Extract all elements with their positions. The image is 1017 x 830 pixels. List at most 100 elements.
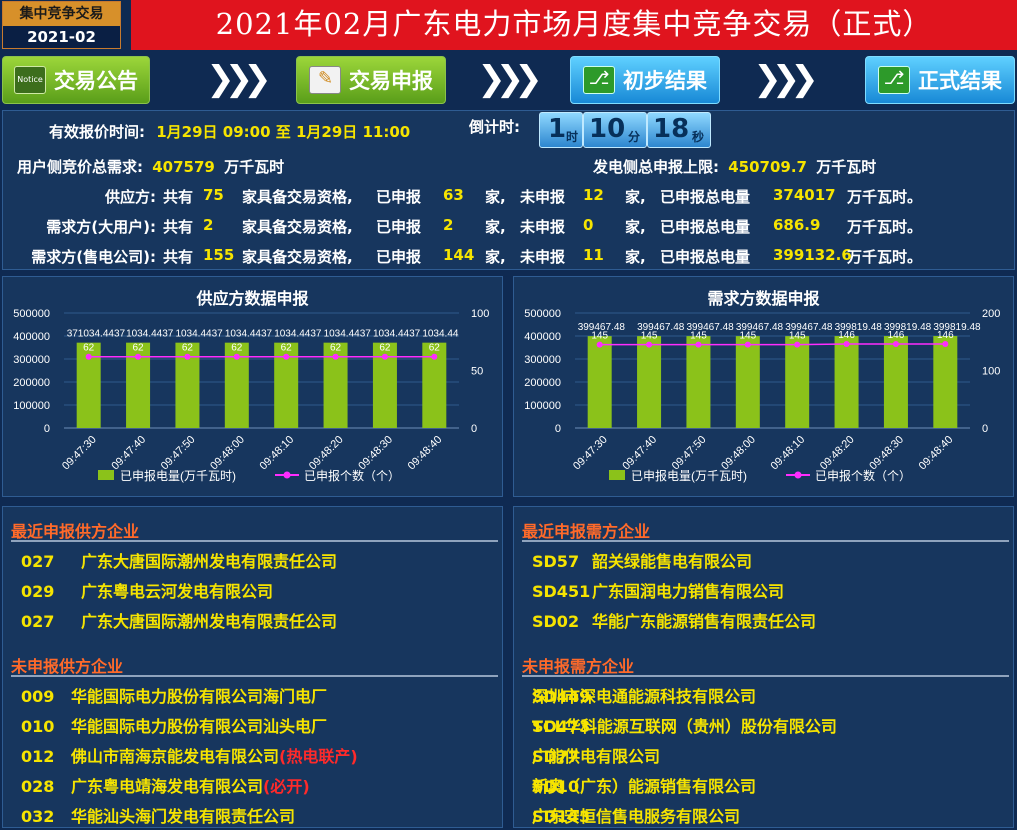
bar	[587, 336, 612, 428]
count-point	[85, 353, 92, 360]
undeclared-demand-title: 未申报需方企业	[522, 657, 635, 676]
bar	[834, 336, 859, 428]
count-label: 62	[83, 343, 95, 354]
y-tick-left: 400000	[524, 331, 561, 343]
list-item[interactable]: SD10新奥（广东）能源销售有限公司	[532, 777, 757, 796]
party-label: 供应方:	[105, 188, 156, 206]
y-tick-right: 0	[471, 423, 477, 435]
party-text: 已申报	[376, 188, 422, 206]
party-text: 已申报总电量	[660, 218, 751, 236]
company-name: 新奥（广东）能源销售有限公司	[532, 777, 757, 796]
company-code: SD02	[532, 612, 580, 631]
countdown-seconds: 18 秒	[647, 112, 711, 148]
party-text: 未申报	[520, 218, 566, 236]
list-item[interactable]: 027 广东大唐国际潮州发电有限责任公司	[21, 608, 337, 632]
countdown-minutes: 10 分	[583, 112, 647, 148]
bar-value-label: 1034.44	[422, 329, 459, 340]
tree-icon: ⎇	[878, 66, 910, 94]
party-text: 共有	[163, 188, 194, 206]
company-code: 012	[21, 747, 55, 766]
x-tick: 09:48:00	[208, 434, 247, 473]
declare-button[interactable]: 交易申报	[296, 56, 446, 104]
x-tick: 09:48:00	[719, 434, 758, 473]
y-tick-right: 100	[982, 366, 1000, 378]
list-item[interactable]: 010 华能国际电力股份有限公司汕头电厂	[21, 713, 327, 737]
company-name: 广东安恒信售电服务有限公司	[532, 807, 741, 826]
list-item[interactable]: SD77广能供电有限公司	[532, 747, 661, 766]
bar	[735, 336, 760, 428]
party-energy: 686.9	[773, 216, 821, 234]
company-name: 广东大唐国际潮州发电有限责任公司	[81, 612, 338, 631]
badge-month: 2021-02	[27, 28, 96, 46]
bar-value-label: 1034.4437	[175, 329, 223, 340]
count-point	[184, 353, 191, 360]
count-label: 145	[690, 331, 707, 342]
list-item[interactable]: SD57 韶关绿能售电有限公司	[532, 548, 752, 572]
bar	[785, 336, 810, 428]
x-tick: 09:47:30	[60, 434, 99, 473]
list-item[interactable]: SD449深圳市深电通能源科技有限公司	[532, 687, 757, 706]
list-item[interactable]: 029 广东粤电云河发电有限公司	[21, 578, 273, 602]
list-item[interactable]: 032 华能汕头海门发电有限责任公司	[21, 803, 295, 827]
bar	[883, 336, 908, 428]
recent-demand-title: 最近申报需方企业	[522, 522, 651, 541]
list-item[interactable]: SD143广东安恒信售电服务有限公司	[532, 807, 741, 826]
company-code: 009	[21, 687, 55, 706]
announce-button[interactable]: Notice 交易公告	[2, 56, 150, 104]
y-tick-right: 0	[982, 423, 988, 435]
chevron-right-icon: ❯❯❯	[753, 59, 818, 99]
recent-supply-title: 最近申报供方企业	[11, 522, 140, 541]
party-text: 家,	[485, 248, 506, 266]
party-text: 已申报	[376, 218, 422, 236]
y-tick-left: 300000	[13, 354, 50, 366]
company-code: 032	[21, 807, 55, 826]
bar-value-label: 1034.4437	[373, 329, 421, 340]
company-code: SD451	[532, 582, 591, 601]
party-declared: 2	[443, 216, 454, 234]
party-undeclared: 11	[583, 246, 604, 264]
count-label: 62	[429, 343, 441, 354]
company-code: 027	[21, 552, 55, 571]
divider	[522, 675, 1009, 677]
y-tick-right: 50	[471, 366, 483, 378]
list-item[interactable]: SD473TCL华科能源互联网（贵州）股份有限公司	[532, 717, 837, 736]
x-tick: 09:47:30	[571, 434, 610, 473]
company-code: 010	[21, 717, 55, 736]
legend-line-label: 已申报个数（个）	[304, 468, 400, 483]
count-point	[233, 353, 240, 360]
tree-icon: ⎇	[583, 66, 615, 94]
x-tick: 09:47:50	[670, 434, 709, 473]
legend-line-marker	[283, 471, 291, 479]
party-text: 家,	[485, 188, 506, 206]
party-energy-suffix: 万千瓦时。	[847, 188, 923, 206]
demand-list-panel: 最近申报需方企业 SD57 韶关绿能售电有限公司 SD451 广东国润电力销售有限公司…	[513, 506, 1014, 828]
prelim-result-button[interactable]: ⎇ 初步结果	[570, 56, 720, 104]
party-text: 家,	[625, 218, 646, 236]
list-item[interactable]: 009 华能国际电力股份有限公司海门电厂	[21, 683, 327, 707]
notice-icon: Notice	[14, 66, 46, 94]
company-name: TCL华科能源互联网（贵州）股份有限公司	[532, 717, 837, 736]
count-label: 62	[182, 343, 194, 354]
count-label: 145	[641, 331, 658, 342]
company-name: 佛山市南海京能发电有限公司	[71, 747, 280, 766]
countdown-hours: 1 时	[539, 112, 583, 148]
party-text: 已申报	[376, 248, 422, 266]
list-item[interactable]: SD02 华能广东能源销售有限责任公司	[532, 608, 816, 632]
legend-line-marker	[794, 471, 802, 479]
legend-line-label: 已申报个数（个）	[815, 468, 911, 483]
chevron-right-icon: ❯❯❯	[206, 59, 271, 99]
info-panel	[2, 110, 1015, 270]
bar-value-label: 399819.48	[933, 322, 981, 333]
list-item[interactable]: 027 广东大唐国际潮州发电有限责任公司	[21, 548, 337, 572]
party-energy-suffix: 万千瓦时。	[847, 218, 923, 236]
list-item[interactable]: SD451 广东国润电力销售有限公司	[532, 578, 784, 602]
final-result-button[interactable]: ⎇ 正式结果	[865, 56, 1015, 104]
x-tick: 09:48:20	[818, 434, 857, 473]
x-tick: 09:47:40	[620, 434, 659, 473]
party-text: 家具备交易资格,	[242, 248, 353, 266]
count-point	[135, 353, 142, 360]
list-item[interactable]: 012 佛山市南海京能发电有限公司(热电联产)	[21, 743, 358, 767]
bar-value-label: 399819.48	[884, 322, 932, 333]
x-tick: 09:48:20	[307, 434, 346, 473]
list-item[interactable]: 028 广东粤电靖海发电有限公司(必开)	[21, 773, 310, 797]
